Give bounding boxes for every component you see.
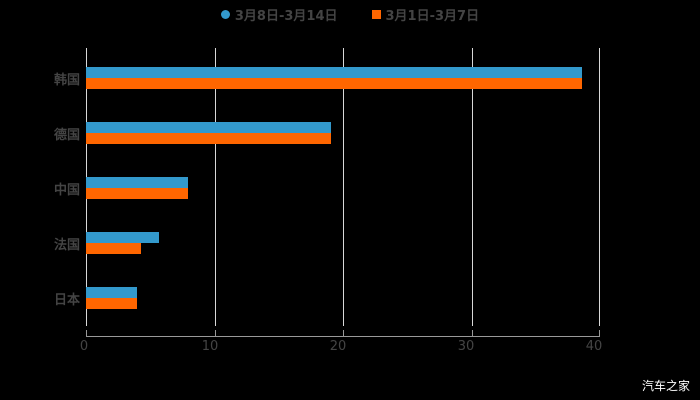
legend-square-icon — [371, 9, 381, 19]
category-label: 中国 — [53, 183, 80, 198]
x-tick-label: 20 — [329, 339, 347, 354]
bar-日本-series1[interactable] — [86, 298, 138, 309]
bar-韩国-series1[interactable] — [86, 78, 582, 89]
legend-item-week1[interactable]: 3月1日-3月7日 — [371, 4, 480, 24]
bar-德国-series1[interactable] — [86, 133, 332, 144]
bar-法国-series1[interactable] — [86, 243, 142, 254]
gridline — [214, 48, 216, 326]
x-tick-label: 10 — [201, 339, 219, 354]
bar-日本-series0[interactable] — [86, 287, 138, 298]
x-tick — [86, 330, 87, 336]
plot-area — [86, 48, 600, 326]
bar-中国-series0[interactable] — [86, 177, 188, 188]
gridline — [343, 48, 344, 326]
x-tick-label: 30 — [457, 339, 475, 354]
bar-韩国-series0[interactable] — [86, 67, 582, 78]
legend-label: 3月1日-3月7日 — [385, 8, 480, 24]
bar-法国-series0[interactable] — [86, 232, 160, 243]
x-axis — [86, 330, 600, 337]
legend-item-week2[interactable]: 3月8日-3月14日 — [220, 4, 338, 24]
gridline — [471, 48, 473, 326]
x-tick — [471, 330, 473, 336]
category-label: 日本 — [53, 293, 80, 308]
x-tick — [343, 330, 344, 336]
gridline — [599, 48, 600, 326]
x-tick — [214, 330, 216, 336]
x-tick-label: 40 — [585, 339, 603, 354]
x-tick-label: 0 — [79, 339, 89, 354]
legend-circle-icon — [220, 9, 230, 19]
watermark-logo: 汽车之家 — [641, 379, 690, 393]
category-label: 韩国 — [53, 73, 80, 88]
legend-label: 3月8日-3月14日 — [234, 8, 338, 24]
bar-德国-series0[interactable] — [86, 122, 332, 133]
chart-legend: 3月8日-3月14日 3月1日-3月7日 — [0, 4, 700, 24]
category-label: 德国 — [53, 128, 80, 143]
category-label: 法国 — [53, 238, 80, 253]
x-tick — [599, 330, 600, 336]
bar-中国-series1[interactable] — [86, 188, 188, 199]
